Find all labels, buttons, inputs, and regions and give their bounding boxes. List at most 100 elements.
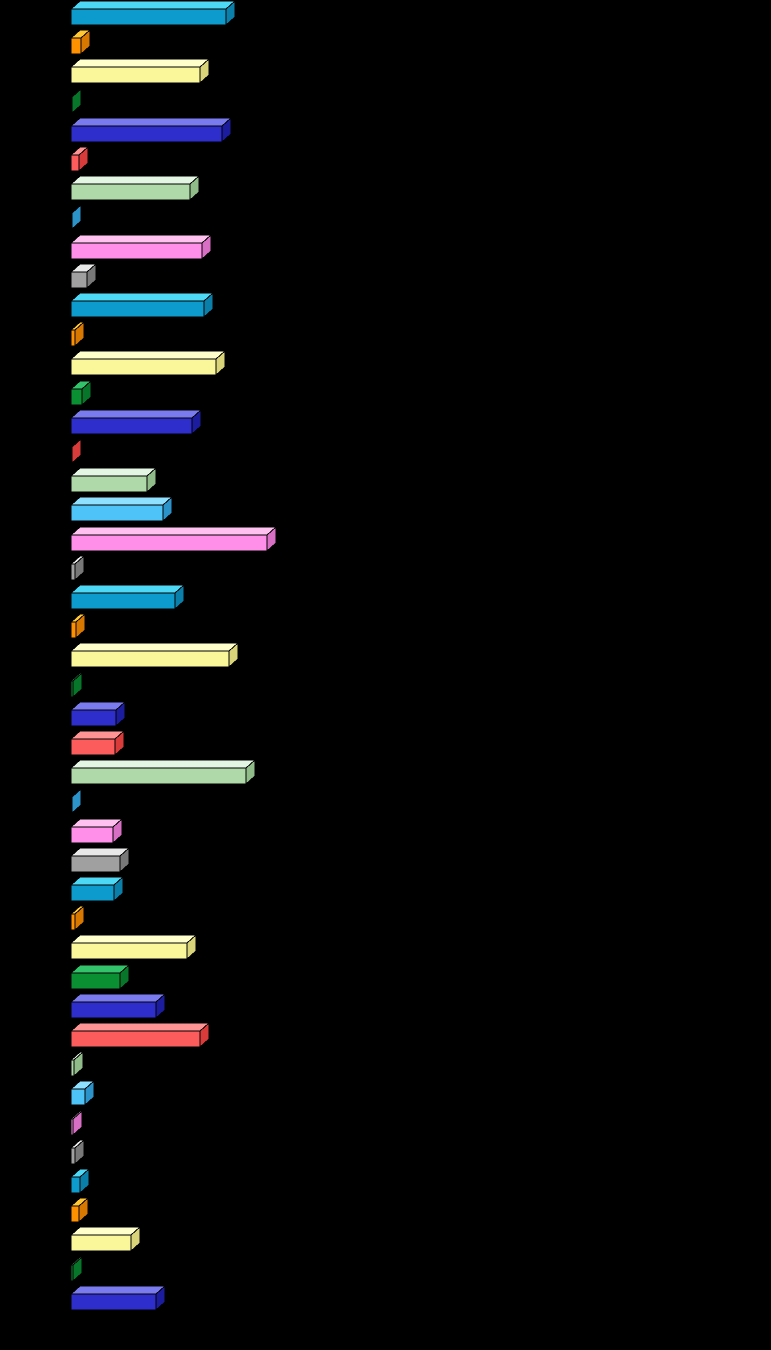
bar-front-face bbox=[70, 1118, 74, 1136]
bar-3d[interactable] bbox=[0, 1196, 94, 1224]
bar-3d[interactable] bbox=[0, 408, 207, 436]
bar-3d[interactable] bbox=[0, 28, 96, 56]
bar-3d[interactable] bbox=[0, 671, 88, 699]
bar-row bbox=[0, 525, 771, 553]
bar-row bbox=[0, 671, 771, 699]
bar-3d[interactable] bbox=[0, 174, 205, 202]
bar-row bbox=[0, 700, 771, 728]
bar-front-face bbox=[70, 621, 77, 639]
bar-row bbox=[0, 174, 771, 202]
bar-3d[interactable] bbox=[0, 291, 219, 319]
bar-3d[interactable] bbox=[0, 729, 130, 757]
bar-3d[interactable] bbox=[0, 1079, 100, 1107]
bar-3d[interactable] bbox=[0, 554, 90, 582]
bar-front-face bbox=[70, 972, 121, 990]
bar-row bbox=[0, 729, 771, 757]
bar-row bbox=[0, 992, 771, 1020]
bar-3d[interactable] bbox=[0, 1225, 146, 1253]
bar-3d[interactable] bbox=[0, 583, 190, 611]
bar-3d[interactable] bbox=[0, 437, 87, 465]
bar-3d[interactable] bbox=[0, 817, 128, 845]
bar-row bbox=[0, 1109, 771, 1137]
bar-row bbox=[0, 1079, 771, 1107]
bar-3d[interactable] bbox=[0, 963, 135, 991]
bar-top-face bbox=[69, 409, 203, 419]
bar-row bbox=[0, 1050, 771, 1078]
bar-top-face bbox=[69, 496, 174, 506]
bar-front-face bbox=[70, 329, 76, 347]
bar-top-face bbox=[69, 876, 125, 886]
bar-3d[interactable] bbox=[0, 233, 217, 261]
bar-3d[interactable] bbox=[0, 933, 202, 961]
bar-front-face bbox=[70, 271, 88, 289]
bar-top-face bbox=[69, 0, 237, 10]
bar-front-face bbox=[70, 212, 73, 230]
bar-front-face bbox=[70, 1264, 74, 1282]
bar-row bbox=[0, 641, 771, 669]
bar-row bbox=[0, 1167, 771, 1195]
bar-3d[interactable] bbox=[0, 495, 178, 523]
bar-3d[interactable] bbox=[0, 758, 261, 786]
bar-row bbox=[0, 583, 771, 611]
bar-3d[interactable] bbox=[0, 262, 102, 290]
bar-front-face bbox=[70, 767, 247, 785]
bar-top-face bbox=[69, 847, 131, 857]
bar-row bbox=[0, 904, 771, 932]
bar-3d[interactable] bbox=[0, 1109, 88, 1137]
bar-front-face bbox=[70, 796, 73, 814]
bar-3d[interactable] bbox=[0, 87, 87, 115]
bar-front-face bbox=[70, 446, 73, 464]
bar-row bbox=[0, 846, 771, 874]
bar-front-face bbox=[70, 1176, 81, 1194]
bar-front-face bbox=[70, 358, 217, 376]
bar-3d[interactable] bbox=[0, 992, 171, 1020]
bar-front-face bbox=[70, 534, 268, 552]
bar-3d[interactable] bbox=[0, 57, 215, 85]
bar-3d[interactable] bbox=[0, 1284, 171, 1312]
bar-3d[interactable] bbox=[0, 846, 135, 874]
bar-top-face bbox=[69, 964, 131, 974]
bar-row bbox=[0, 933, 771, 961]
bar-front-face bbox=[70, 680, 74, 698]
bar-row bbox=[0, 379, 771, 407]
bar-front-face bbox=[70, 475, 148, 493]
bar-row bbox=[0, 612, 771, 640]
bar-row bbox=[0, 320, 771, 348]
bar-3d[interactable] bbox=[0, 116, 237, 144]
bar-3d[interactable] bbox=[0, 145, 94, 173]
bar-row bbox=[0, 87, 771, 115]
bar-3d[interactable] bbox=[0, 0, 241, 27]
bar-front-face bbox=[70, 388, 83, 406]
bar-3d[interactable] bbox=[0, 1021, 215, 1049]
bar-3d[interactable] bbox=[0, 700, 131, 728]
bar-3d[interactable] bbox=[0, 379, 97, 407]
bar-top-face bbox=[69, 175, 201, 185]
bar-3d[interactable] bbox=[0, 466, 162, 494]
bar-3d[interactable] bbox=[0, 875, 129, 903]
bar-top-face bbox=[69, 117, 233, 127]
bar-front-face bbox=[70, 650, 230, 668]
bar-3d[interactable] bbox=[0, 1138, 90, 1166]
bar-top-face bbox=[69, 730, 126, 740]
bar-3d[interactable] bbox=[0, 1255, 88, 1283]
bar-row bbox=[0, 262, 771, 290]
bar-front-face bbox=[70, 826, 114, 844]
bar-3d[interactable] bbox=[0, 641, 244, 669]
bar-3d[interactable] bbox=[0, 1050, 89, 1078]
bar-3d[interactable] bbox=[0, 612, 91, 640]
bar-top-face bbox=[69, 701, 127, 711]
bar-top-face bbox=[69, 759, 257, 769]
bar-3d[interactable] bbox=[0, 1167, 95, 1195]
bar-3d[interactable] bbox=[0, 203, 87, 231]
bar-3d[interactable] bbox=[0, 787, 87, 815]
bar-row bbox=[0, 554, 771, 582]
bar-front-face bbox=[70, 1205, 80, 1223]
bar-front-face bbox=[70, 417, 193, 435]
bar-row bbox=[0, 28, 771, 56]
bar-3d[interactable] bbox=[0, 349, 231, 377]
bar-3d[interactable] bbox=[0, 904, 90, 932]
bar-3d[interactable] bbox=[0, 320, 90, 348]
bar-3d[interactable] bbox=[0, 525, 282, 553]
